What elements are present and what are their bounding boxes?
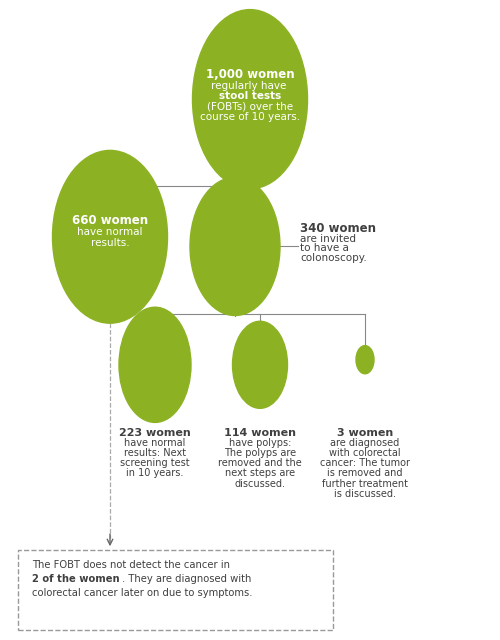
Text: 2 of the women: 2 of the women xyxy=(32,574,120,584)
Text: 3 women: 3 women xyxy=(337,428,393,438)
Ellipse shape xyxy=(119,307,191,422)
Text: 223 women: 223 women xyxy=(119,428,191,438)
Text: discussed.: discussed. xyxy=(234,479,286,489)
Text: further treatment: further treatment xyxy=(322,479,408,489)
Ellipse shape xyxy=(356,346,374,374)
Text: with colorectal: with colorectal xyxy=(329,448,401,458)
Text: results: Next: results: Next xyxy=(124,448,186,458)
Text: colonoscopy.: colonoscopy. xyxy=(300,253,367,263)
Text: in 10 years.: in 10 years. xyxy=(126,468,184,479)
FancyBboxPatch shape xyxy=(18,550,332,630)
Ellipse shape xyxy=(232,321,287,408)
Text: The polyps are: The polyps are xyxy=(224,448,296,458)
Text: have normal: have normal xyxy=(124,438,186,448)
Text: (FOBTs) over the: (FOBTs) over the xyxy=(207,102,293,112)
Text: 340 women: 340 women xyxy=(300,222,376,235)
Text: have polyps:: have polyps: xyxy=(229,438,291,448)
Text: colorectal cancer later on due to symptoms.: colorectal cancer later on due to sympto… xyxy=(32,588,253,598)
Text: is removed and: is removed and xyxy=(327,468,403,479)
Ellipse shape xyxy=(192,10,308,189)
Text: screening test: screening test xyxy=(120,458,190,468)
Text: . They are diagnosed with: . They are diagnosed with xyxy=(122,574,251,584)
Text: have normal: have normal xyxy=(77,227,143,237)
Text: cancer: The tumor: cancer: The tumor xyxy=(320,458,410,468)
Text: 660 women: 660 women xyxy=(72,214,148,227)
Text: The FOBT does not detect the cancer in: The FOBT does not detect the cancer in xyxy=(32,560,230,570)
Text: removed and the: removed and the xyxy=(218,458,302,468)
Text: results.: results. xyxy=(90,237,130,248)
Ellipse shape xyxy=(190,177,280,316)
Ellipse shape xyxy=(52,150,168,323)
Text: to have a: to have a xyxy=(300,243,349,253)
Text: 114 women: 114 women xyxy=(224,428,296,438)
Text: are invited: are invited xyxy=(300,234,356,244)
Text: regularly have: regularly have xyxy=(210,81,290,92)
Text: stool tests: stool tests xyxy=(219,91,281,101)
Text: are diagnosed: are diagnosed xyxy=(330,438,400,448)
Text: is discussed.: is discussed. xyxy=(334,489,396,499)
Text: course of 10 years.: course of 10 years. xyxy=(200,112,300,122)
Text: next steps are: next steps are xyxy=(225,468,295,479)
Text: 1,000 women: 1,000 women xyxy=(206,68,294,81)
